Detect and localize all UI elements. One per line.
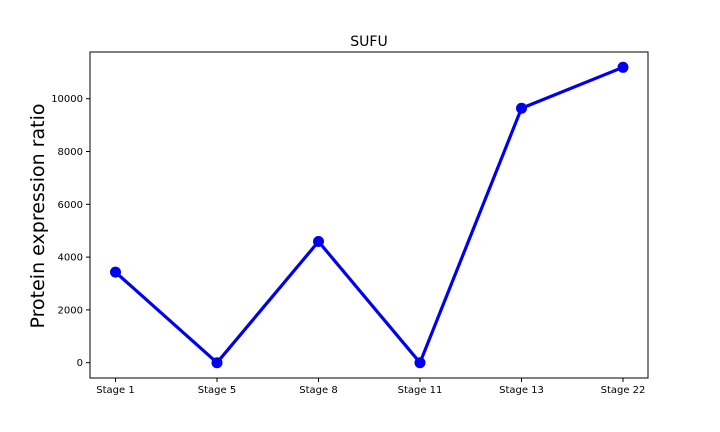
series-layer [110,61,629,369]
y-tick-label: 6000 [58,200,83,211]
y-tick-label: 2000 [58,305,83,316]
y-tick-label: 10000 [51,94,83,105]
x-axis-ticks: Stage 1 Stage 5 Stage 8 Stage 11 Stage 13 Sta… [96,378,645,396]
data-point [414,357,426,369]
data-point [211,357,223,369]
data-point [617,61,629,73]
data-point [516,102,527,114]
x-tick-label: Stage 1 [96,385,134,396]
series-line [114,65,624,365]
chart-title: SUFU [350,34,387,50]
x-tick-label: Stage 13 [499,385,544,396]
y-tick-label: 0 [77,358,83,369]
data-point [110,266,121,278]
x-tick-label: Stage 5 [198,385,236,396]
y-tick-label: 8000 [58,147,83,158]
plot-frame [89,51,649,379]
x-tick-label: Stage 11 [398,385,443,396]
x-tick-label: Stage 22 [601,385,646,396]
x-tick-label: Stage 8 [299,385,337,396]
y-axis-ticks: 0 2000 4000 6000 8000 10000 [51,94,90,369]
y-tick-label: 4000 [58,253,83,264]
y-axis-label: Protein expression ratio [27,104,49,329]
data-point [313,236,324,248]
